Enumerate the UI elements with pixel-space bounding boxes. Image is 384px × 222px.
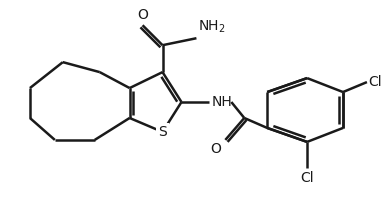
Text: NH$_2$: NH$_2$ xyxy=(199,19,226,35)
Text: O: O xyxy=(137,8,148,22)
Text: NH: NH xyxy=(211,95,232,109)
Text: S: S xyxy=(158,125,167,139)
Text: Cl: Cl xyxy=(368,75,382,89)
Text: O: O xyxy=(210,142,221,156)
Text: Cl: Cl xyxy=(300,171,314,185)
